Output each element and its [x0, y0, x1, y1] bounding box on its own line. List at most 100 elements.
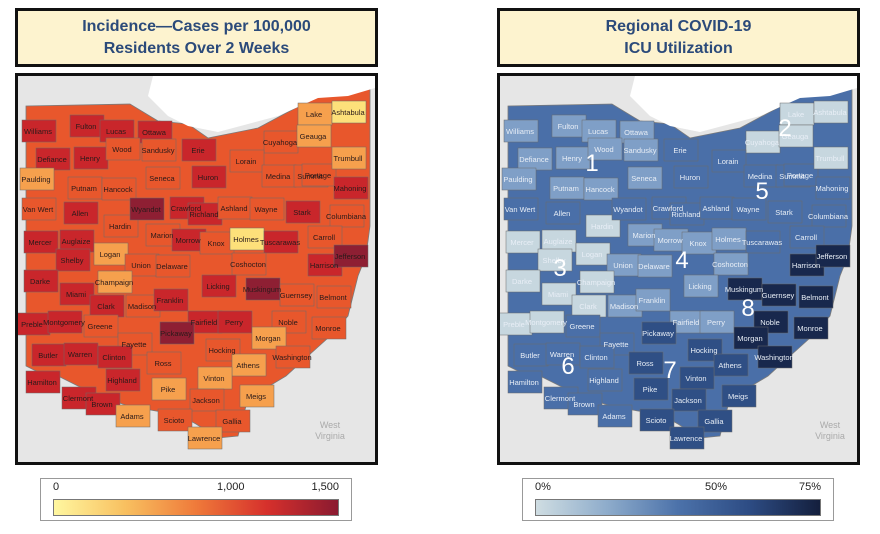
left-county-mercer[interactable]	[23, 230, 59, 254]
right-county-columbiana[interactable]	[811, 204, 847, 228]
left-county-highland[interactable]	[105, 368, 141, 392]
left-county-ross[interactable]	[146, 351, 182, 375]
left-county-jefferson[interactable]	[333, 244, 369, 268]
right-county-ross[interactable]	[628, 351, 664, 375]
left-county-meigs[interactable]	[239, 384, 275, 408]
left-county-pike[interactable]	[151, 377, 187, 401]
left-county-huron[interactable]	[191, 165, 227, 189]
left-county-stark[interactable]	[285, 200, 321, 224]
right-county-tuscarawas[interactable]	[745, 230, 781, 254]
right-county-scioto[interactable]	[639, 408, 675, 432]
left-county-franklin[interactable]	[153, 288, 189, 312]
right-county-carroll[interactable]	[789, 225, 825, 249]
left-county-clinton[interactable]	[97, 345, 133, 369]
left-county-wyandot[interactable]	[129, 197, 165, 221]
right-county-franklin[interactable]	[635, 288, 671, 312]
left-county-darke[interactable]	[23, 269, 59, 293]
left-county-licking[interactable]	[201, 274, 237, 298]
left-county-washington[interactable]	[275, 345, 311, 369]
left-county-jackson[interactable]	[189, 388, 225, 412]
right-county-monroe[interactable]	[793, 316, 829, 340]
right-county-guernsey[interactable]	[761, 283, 797, 307]
right-county-brown[interactable]	[567, 392, 603, 416]
left-map[interactable]: Williams Fulton Lucas Ottawa Lake Ashtabula De…	[15, 73, 378, 465]
right-county-seneca[interactable]	[627, 166, 663, 190]
right-county-gallia[interactable]	[697, 409, 733, 433]
left-county-lorain[interactable]	[229, 149, 265, 173]
right-county-stark[interactable]	[767, 200, 803, 224]
right-county-mercer[interactable]	[505, 230, 541, 254]
right-county-lorain[interactable]	[711, 149, 747, 173]
left-county-wood[interactable]	[105, 137, 141, 161]
left-county-mahoning[interactable]	[333, 176, 369, 200]
left-county-montgomery[interactable]	[47, 310, 83, 334]
right-county-paulding[interactable]	[501, 167, 537, 191]
right-county-coshocton[interactable]	[713, 252, 749, 276]
left-county-shelby[interactable]	[55, 248, 91, 272]
left-county-athens[interactable]	[231, 353, 267, 377]
left-county-williams[interactable]	[21, 119, 57, 143]
left-county-champaign[interactable]	[97, 270, 133, 294]
left-county-belmont[interactable]	[316, 285, 352, 309]
right-county-pike[interactable]	[633, 377, 669, 401]
left-county-geauga[interactable]	[296, 124, 332, 148]
right-county-highland[interactable]	[587, 368, 623, 392]
right-county-hocking[interactable]	[687, 338, 723, 362]
right-county-erie[interactable]	[663, 138, 699, 162]
right-county-wyandot[interactable]	[611, 197, 647, 221]
left-county-carroll[interactable]	[307, 225, 343, 249]
right-county-perry[interactable]	[699, 310, 735, 334]
left-county-guernsey[interactable]	[279, 283, 315, 307]
right-county-pickaway[interactable]	[641, 321, 677, 345]
left-county-allen[interactable]	[63, 201, 99, 225]
left-county-ashtabula[interactable]	[331, 100, 367, 124]
right-county-hardin[interactable]	[585, 214, 621, 238]
left-county-monroe[interactable]	[311, 316, 347, 340]
left-county-gallia[interactable]	[215, 409, 251, 433]
right-county-champaign[interactable]	[579, 270, 615, 294]
left-county-perry[interactable]	[217, 310, 253, 334]
right-county-washington[interactable]	[757, 345, 793, 369]
left-county-brown[interactable]	[85, 392, 121, 416]
left-county-portage[interactable]	[301, 163, 337, 187]
right-county-williams[interactable]	[503, 119, 539, 143]
left-county-hancock[interactable]	[101, 177, 137, 201]
right-county-mahoning[interactable]	[815, 176, 851, 200]
left-county-wayne[interactable]	[249, 197, 285, 221]
right-county-licking[interactable]	[683, 274, 719, 298]
right-county-allen[interactable]	[545, 201, 581, 225]
left-county-tuscarawas[interactable]	[263, 230, 299, 254]
right-county-trumbull[interactable]	[813, 146, 849, 170]
right-county-ashtabula[interactable]	[813, 100, 849, 124]
right-county-huron[interactable]	[673, 165, 709, 189]
right-county-hancock[interactable]	[583, 177, 619, 201]
left-county-columbiana[interactable]	[329, 204, 365, 228]
left-county-delaware[interactable]	[155, 254, 191, 278]
right-map[interactable]: Williams Fulton Lucas Ottawa Lake Ashtabula De…	[497, 73, 860, 465]
left-county-erie[interactable]	[181, 138, 217, 162]
right-county-darke[interactable]	[505, 269, 541, 293]
left-county-hocking[interactable]	[205, 338, 241, 362]
left-county-trumbull[interactable]	[331, 146, 367, 170]
right-county-portage[interactable]	[783, 163, 819, 187]
right-county-miami[interactable]	[541, 282, 577, 306]
right-county-clinton[interactable]	[579, 345, 615, 369]
right-county-wood[interactable]	[587, 137, 623, 161]
left-county-paulding[interactable]	[19, 167, 55, 191]
right-county-lawrence[interactable]	[669, 426, 705, 450]
right-county-adams[interactable]	[597, 404, 633, 428]
left-county-sandusky[interactable]	[141, 138, 177, 162]
left-county-miami[interactable]	[59, 282, 95, 306]
left-county-scioto[interactable]	[157, 408, 193, 432]
right-county-hamilton[interactable]	[507, 370, 543, 394]
right-county-morgan[interactable]	[733, 326, 769, 350]
right-county-sandusky[interactable]	[623, 138, 659, 162]
right-county-montgomery[interactable]	[529, 310, 565, 334]
right-county-van-wert[interactable]	[503, 197, 539, 221]
right-county-jefferson[interactable]	[815, 244, 851, 268]
left-county-coshocton[interactable]	[231, 252, 267, 276]
right-county-shelby[interactable]	[537, 248, 573, 272]
left-county-hamilton[interactable]	[25, 370, 61, 394]
right-county-athens[interactable]	[713, 353, 749, 377]
right-county-jackson[interactable]	[671, 388, 707, 412]
